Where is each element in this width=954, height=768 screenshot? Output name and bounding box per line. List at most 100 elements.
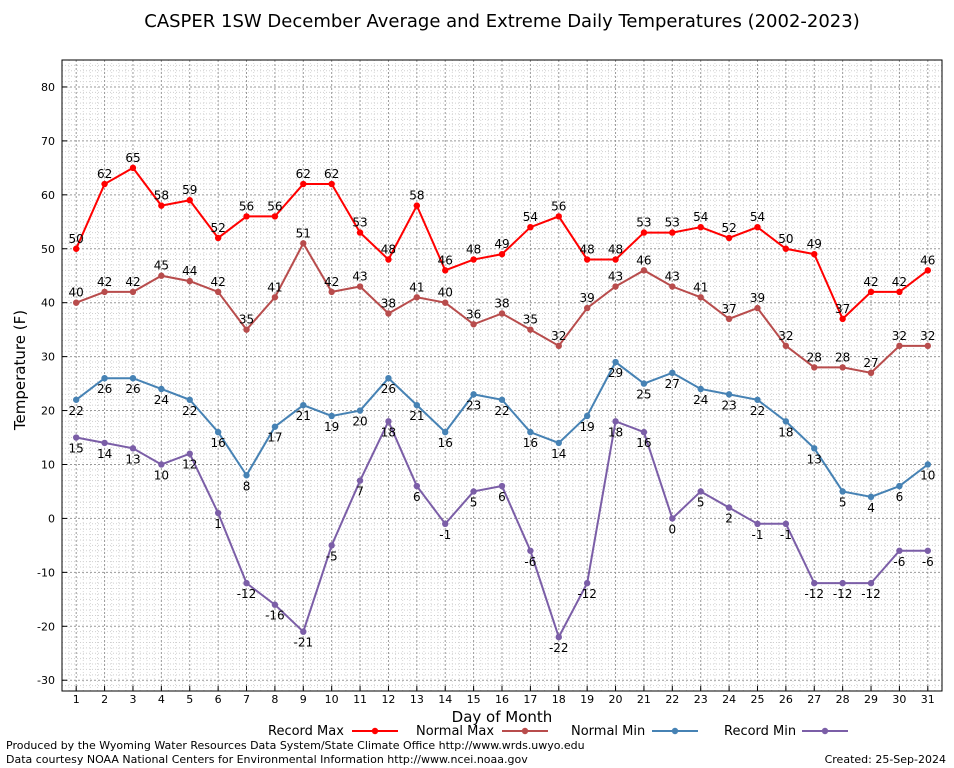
normal-min-point [924,461,932,468]
legend-label-record-min: Record Min [724,724,796,739]
normal-max-data-label: 39 [750,291,765,305]
record-min-point [158,461,165,468]
normal-max-data-label: 40 [69,286,84,300]
normal-max-data-label: 42 [125,275,140,289]
record-min-point [356,477,364,484]
normal-max-point [867,369,875,377]
x-tick-label: 7 [243,693,250,706]
record-max-data-label: 53 [352,216,367,230]
normal-max-data-label: 51 [296,226,311,240]
record-min-data-label: -1 [439,528,451,542]
y-tick-label: 20 [41,405,55,418]
footer-data-courtesy: Data courtesy NOAA National Centers for … [6,753,528,766]
normal-min-data-label: 19 [580,420,595,434]
normal-max-point [356,283,364,290]
normal-min-point [470,391,477,398]
x-tick-label: 16 [495,693,509,706]
normal-max-point [754,304,761,312]
normal-min-point [214,428,222,436]
normal-min-data-label: 20 [352,415,367,429]
normal-min-data-label: 23 [466,398,481,412]
normal-max-point [583,304,591,312]
x-tick-label: 19 [580,693,594,706]
record-max-data-label: 65 [125,151,140,165]
x-axis-label: Day of Month [452,708,553,726]
record-min-data-label: 6 [498,490,506,504]
x-tick-label: 26 [779,693,793,706]
record-min-data-label: -12 [804,587,824,601]
x-tick-label: 29 [864,693,878,706]
normal-max-data-label: 43 [352,270,367,284]
normal-min-data-label: 17 [267,431,282,445]
normal-min-data-label: 25 [636,388,651,402]
normal-max-data-label: 42 [324,275,339,289]
record-min-data-label: -12 [577,587,597,601]
y-tick-label: -30 [37,674,55,687]
normal-max-data-label: 28 [835,350,850,364]
normal-max-data-label: 32 [920,329,935,343]
record-max-point [413,202,421,209]
record-min-data-label: -16 [265,609,285,623]
legend-marker-normal-max [521,727,529,735]
record-max-data-label: 48 [466,243,481,257]
record-min-point [612,418,619,425]
record-max-data-label: 56 [267,199,282,213]
normal-min-data-label: 29 [608,366,623,380]
x-tick-label: 24 [722,693,736,706]
chart-title: CASPER 1SW December Average and Extreme … [144,11,859,32]
x-tick-label: 6 [215,693,222,706]
y-tick-label: 30 [41,351,55,364]
normal-max-data-label: 44 [182,264,197,278]
y-axis-ticks: -30 -20 -10 0 10 20 30 40 50 60 70 80 [37,81,67,687]
record-max-point [271,213,279,220]
record-min-point [413,482,421,490]
normal-min-point [896,482,903,490]
normal-min-point [754,396,761,403]
normal-max-data-label: 42 [210,275,225,289]
grid [61,59,943,692]
normal-min-point [725,391,733,398]
x-tick-label: 21 [637,693,651,706]
normal-max-point [300,240,307,247]
normal-max-data-label: 45 [154,259,169,273]
normal-min-data-label: 26 [381,382,396,396]
normal-min-point [271,423,279,430]
normal-min-point [442,428,449,436]
normal-max-point [555,342,562,350]
x-tick-label: 18 [552,693,566,706]
x-axis-ticks: 1 2 3 4 5 6 7 8 9 10 11 12 13 14 15 16 17 18 19 20 21 22 23 24 2… [73,686,935,706]
legend-label-normal-max: Normal Max [416,724,494,739]
record-max-data-label: 53 [665,216,680,230]
normal-min-data-label: 18 [778,425,793,439]
record-min-data-label: 2 [725,512,733,526]
normal-max-data-label: 41 [409,280,424,294]
normal-max-point [271,294,279,301]
normal-max-data-label: 43 [608,270,623,284]
record-max-data-label: 37 [835,302,850,316]
normal-min-point [498,396,506,403]
record-min-data-label: 5 [697,495,705,509]
record-min-point [583,579,591,587]
normal-max-data-label: 32 [778,329,793,343]
record-max-point [470,256,477,263]
record-max-point [186,197,193,204]
record-max-point [612,256,619,263]
record-max-point [214,234,222,242]
normal-min-data-label: 21 [296,409,311,423]
y-tick-label: -20 [37,620,55,633]
normal-min-data-label: 13 [807,452,822,466]
normal-max-point [498,310,506,317]
record-min-data-label: -6 [893,555,905,569]
record-max-data-label: 56 [239,199,254,213]
record-max-data-label: 49 [494,237,509,251]
normal-min-point [669,369,676,377]
x-tick-label: 23 [694,693,708,706]
normal-min-data-label: 22 [494,404,509,418]
normal-min-data-label: 16 [438,436,453,450]
normal-min-point [413,401,421,409]
record-min-point [527,547,534,554]
normal-max-data-label: 39 [580,291,595,305]
record-max-data-label: 48 [381,243,396,257]
normal-max-data-label: 41 [267,280,282,294]
